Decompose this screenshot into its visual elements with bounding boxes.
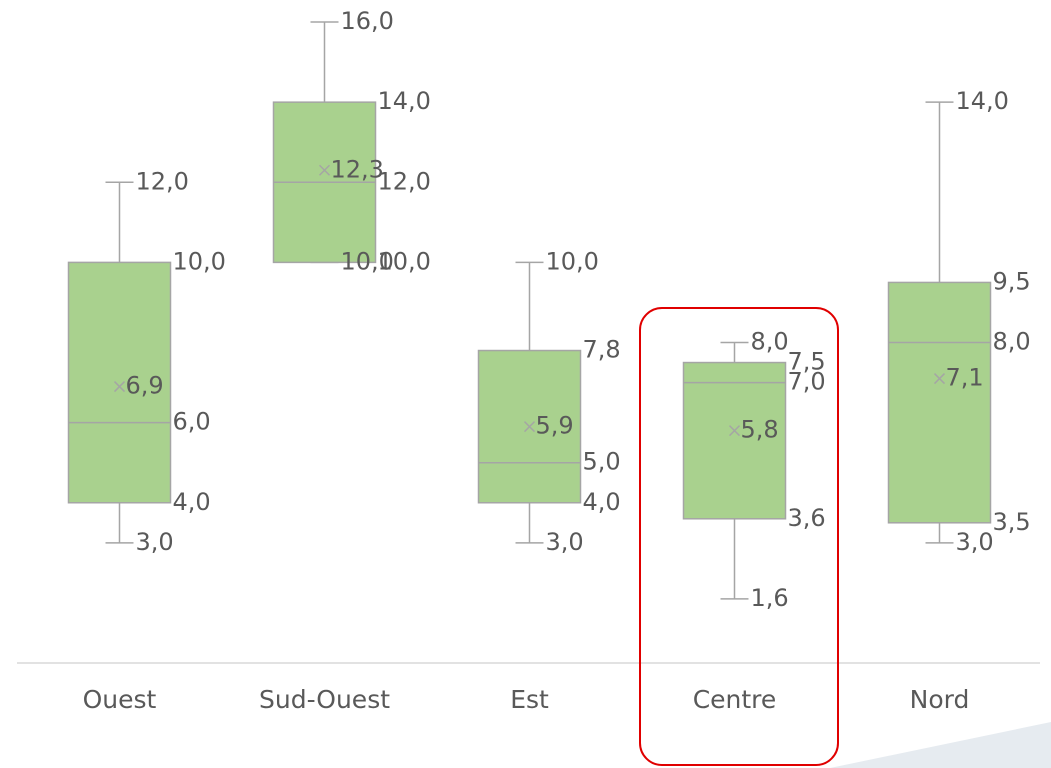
x-tick-label: Nord <box>910 685 970 714</box>
data-label: 3,6 <box>788 504 826 532</box>
data-label: 7,8 <box>583 336 621 364</box>
mean-marker <box>113 381 126 393</box>
data-label: 8,0 <box>751 328 789 356</box>
box <box>682 361 787 520</box>
mean-marker <box>523 421 536 433</box>
x-tick-label: Ouest <box>83 685 157 714</box>
decoration <box>830 722 1051 768</box>
data-label: 3,0 <box>956 528 994 556</box>
data-label: 8,0 <box>993 328 1031 356</box>
mean-marker <box>728 425 741 437</box>
data-label: 3,0 <box>546 528 584 556</box>
box <box>887 281 992 524</box>
data-label: 16,0 <box>341 7 394 35</box>
data-label: 12,0 <box>136 167 189 195</box>
data-label: 10,0 <box>546 247 599 275</box>
x-tick-label: Sud-Ouest <box>259 685 390 714</box>
mean-marker <box>933 373 946 385</box>
data-label: 6,0 <box>173 408 211 436</box>
data-label: 3,5 <box>993 508 1031 536</box>
data-label: 12,0 <box>378 167 431 195</box>
data-label: 14,0 <box>956 87 1009 115</box>
data-label: 9,5 <box>993 267 1031 295</box>
mean-marker <box>318 164 331 176</box>
data-label: 7,5 <box>788 348 826 376</box>
data-label: 7,0 <box>788 368 826 396</box>
data-label: 10,0 <box>378 247 431 275</box>
data-label: 4,0 <box>583 488 621 516</box>
data-label: 4,0 <box>173 488 211 516</box>
data-label: 5,8 <box>741 416 779 444</box>
data-label: 3,0 <box>136 528 174 556</box>
data-label: 10,0 <box>341 247 394 275</box>
data-label: 6,9 <box>126 372 164 400</box>
data-label: 10,0 <box>173 247 226 275</box>
data-label: 5,0 <box>583 448 621 476</box>
data-label: 7,1 <box>946 364 984 392</box>
box <box>67 261 172 504</box>
data-label: 14,0 <box>378 87 431 115</box>
x-tick-label: Centre <box>693 685 777 714</box>
x-tick-label: Est <box>510 685 549 714</box>
data-label: 5,9 <box>536 412 574 440</box>
data-label: 1,6 <box>751 584 789 612</box>
data-label: 12,3 <box>331 155 384 183</box>
highlight-frame <box>639 307 839 766</box>
